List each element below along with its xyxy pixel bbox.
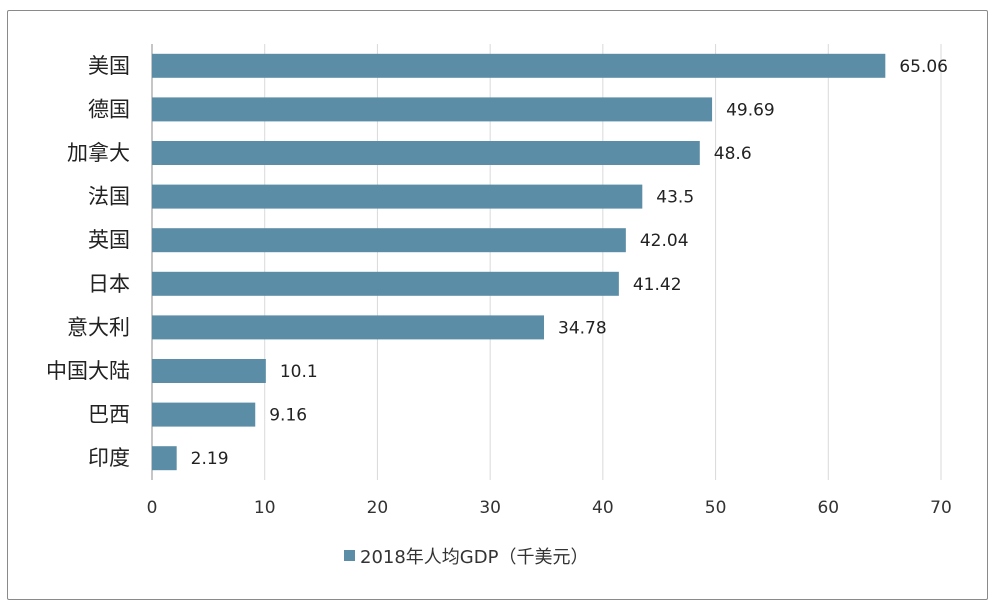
bar — [152, 184, 643, 209]
data-label: 42.04 — [640, 231, 689, 251]
bar — [152, 446, 177, 471]
data-label: 34.78 — [558, 318, 607, 338]
category-label: 美国 — [88, 54, 130, 78]
x-tick-labels: 0 10 20 30 40 50 60 70 — [147, 498, 952, 518]
x-tick-label: 40 — [592, 498, 614, 518]
data-label: 10.1 — [280, 362, 318, 382]
x-tick-label: 30 — [479, 498, 501, 518]
data-label: 65.06 — [899, 57, 948, 77]
data-label: 49.69 — [726, 100, 775, 120]
bar — [152, 53, 886, 78]
data-label: 41.42 — [633, 275, 682, 295]
bar — [152, 315, 545, 340]
bar — [152, 271, 619, 296]
category-label: 法国 — [88, 185, 130, 209]
bar — [152, 97, 713, 122]
data-label: 2.19 — [191, 449, 229, 469]
bar — [152, 228, 626, 253]
category-label: 印度 — [88, 446, 130, 470]
x-tick-label: 20 — [367, 498, 389, 518]
category-label: 巴西 — [88, 403, 130, 427]
category-label: 日本 — [88, 272, 130, 296]
x-tick-label: 70 — [930, 498, 952, 518]
category-label: 德国 — [88, 97, 130, 121]
value-labels: 65.06 49.69 48.6 43.5 42.04 41.42 34.78 10.1 9.1… — [191, 57, 948, 469]
x-tick-label: 60 — [817, 498, 839, 518]
category-label: 中国大陆 — [46, 359, 130, 383]
data-label: 43.5 — [656, 188, 694, 208]
bar — [152, 402, 256, 427]
x-tick-label: 0 — [147, 498, 158, 518]
legend-swatch — [344, 550, 355, 561]
bar — [152, 359, 266, 383]
category-label: 意大利 — [67, 315, 130, 339]
x-tick-label: 10 — [254, 498, 276, 518]
legend: 2018年人均GDP（千美元） — [344, 547, 588, 568]
data-label: 9.16 — [269, 406, 307, 426]
legend-label: 2018年人均GDP（千美元） — [360, 547, 588, 568]
category-label: 英国 — [88, 228, 130, 252]
bar — [152, 141, 700, 165]
data-label: 48.6 — [714, 144, 752, 164]
x-tick-label: 50 — [705, 498, 727, 518]
bars — [152, 53, 886, 471]
category-label: 加拿大 — [67, 141, 130, 165]
